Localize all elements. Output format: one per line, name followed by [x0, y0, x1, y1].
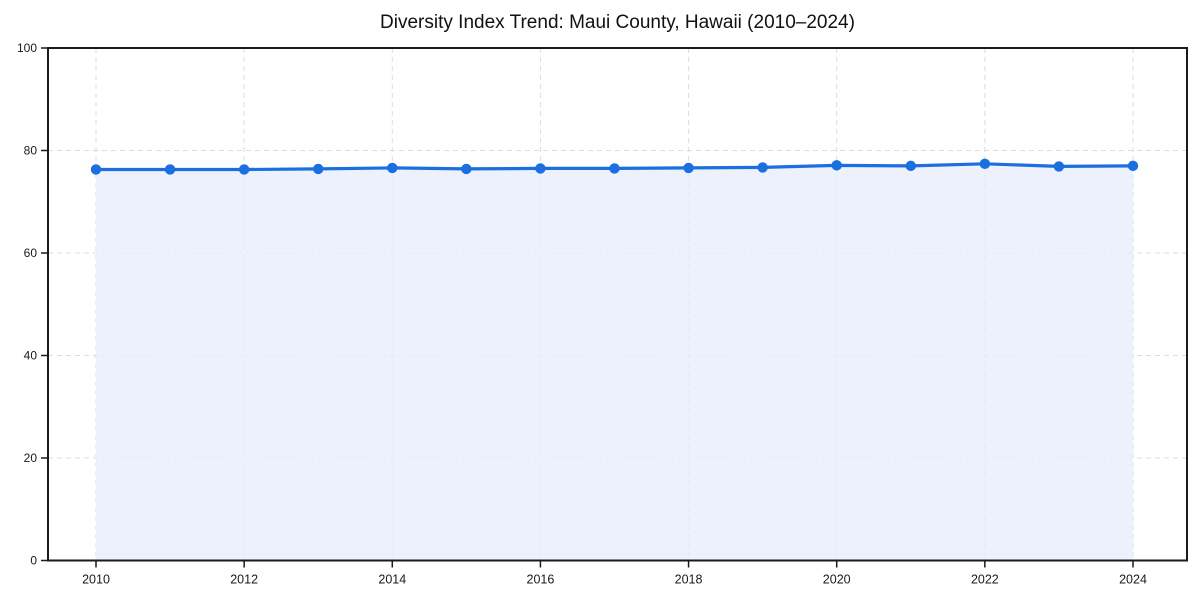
x-tick-label: 2014	[378, 573, 406, 587]
x-tick-label: 2024	[1119, 573, 1147, 587]
y-tick-label: 20	[24, 451, 38, 465]
data-point-2019	[757, 162, 768, 173]
chart-title: Diversity Index Trend: Maui County, Hawa…	[380, 12, 855, 33]
area-fill	[96, 163, 1133, 561]
data-point-2011	[164, 164, 176, 175]
data-point-2013	[313, 163, 324, 175]
data-point-2010	[90, 164, 102, 175]
data-point-2014	[387, 162, 398, 174]
x-tick-label: 2020	[823, 573, 851, 587]
x-tick-label: 2022	[971, 573, 999, 587]
data-point-2016	[535, 163, 546, 174]
plot-border	[47, 47, 1188, 562]
data-point-2017	[609, 163, 620, 174]
data-point-2018	[683, 162, 694, 174]
y-tick-label: 40	[24, 349, 38, 363]
data-point-2012	[238, 164, 250, 175]
data-point-2022	[979, 158, 991, 170]
y-tick-label: 80	[24, 144, 38, 158]
x-tick-label: 2016	[527, 573, 555, 587]
data-point-2024	[1127, 160, 1139, 172]
y-tick-label: 100	[17, 41, 37, 55]
y-tick-label: 0	[30, 554, 37, 568]
x-tick-label: 2012	[230, 573, 258, 587]
data-point-2015	[461, 163, 472, 175]
data-point-2020	[831, 160, 842, 171]
data-point-2023	[1053, 161, 1065, 172]
x-tick-label: 2018	[675, 573, 703, 587]
x-tick-label: 2010	[82, 573, 110, 587]
data-point-2021	[905, 160, 916, 172]
y-tick-label: 60	[24, 246, 38, 260]
